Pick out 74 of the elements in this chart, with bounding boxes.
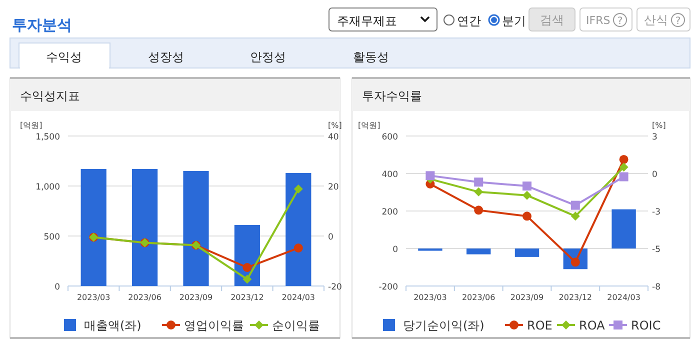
point	[474, 206, 484, 215]
chart-title: 투자수익률	[362, 89, 422, 103]
y2-tick-label: 40	[328, 132, 339, 142]
point	[619, 154, 628, 164]
x-tick-label: 2023/12	[558, 293, 592, 302]
point	[619, 162, 628, 172]
y2-tick-label: -3	[652, 208, 660, 218]
y-tick-label: -200	[378, 282, 398, 292]
y-tick-label: 400	[382, 170, 398, 180]
bar	[183, 171, 209, 286]
x-tick-label: 2023/03	[76, 293, 110, 302]
y2-axis-title: [%]	[328, 121, 342, 130]
point	[570, 200, 580, 210]
legend-label: ROE	[527, 318, 552, 332]
x-tick-label: 2024/03	[607, 293, 640, 302]
legend-label: 영업이익률	[184, 318, 244, 332]
y2-tick-label: 20	[328, 182, 339, 192]
x-tick-label: 2023/06	[128, 293, 162, 302]
point	[474, 178, 484, 187]
legend-label: ROA	[579, 318, 606, 332]
y2-tick-label: -8	[652, 282, 660, 292]
legend-label: ROIC	[631, 318, 661, 332]
y2-axis-title: [%]	[652, 121, 666, 130]
legend-label: 순이익률	[272, 318, 320, 332]
point	[474, 187, 484, 196]
y2-tick-label: 0	[328, 232, 334, 242]
text: ?	[617, 16, 623, 27]
text: 수익성	[46, 50, 82, 64]
point	[242, 263, 252, 272]
x-tick-label: 2023/12	[230, 293, 264, 302]
text: 안정성	[250, 50, 286, 64]
y-axis-title: [억원]	[20, 121, 42, 130]
point	[522, 212, 532, 221]
text: 연간	[457, 14, 481, 28]
text: 성장성	[148, 50, 184, 64]
x-tick-label: 2023/03	[414, 293, 447, 302]
x-tick-label: 2024/03	[282, 293, 316, 302]
bar	[286, 173, 312, 286]
y2-tick-label: 0	[652, 170, 658, 180]
legend-label: 매출액(좌)	[84, 318, 142, 332]
point	[294, 244, 303, 252]
point	[570, 212, 580, 221]
bar	[80, 169, 106, 286]
text: 산식	[644, 13, 668, 27]
text: ?	[675, 16, 681, 27]
point	[294, 184, 303, 194]
text: 검색	[540, 13, 564, 27]
text: 주재무제표	[337, 14, 397, 28]
y-tick-label: 1,500	[36, 132, 60, 142]
y-tick-label: 1,000	[36, 182, 60, 192]
text: 분기	[502, 14, 526, 28]
x-tick-label: 2023/06	[462, 293, 496, 302]
y-tick-label: 0	[392, 245, 398, 255]
y-tick-label: 200	[382, 208, 398, 218]
y-tick-label: 0	[54, 282, 60, 292]
text: 투자분석	[12, 16, 72, 34]
x-tick-label: 2023/09	[510, 293, 544, 302]
bar	[132, 169, 158, 286]
x-tick-label: 2023/09	[179, 293, 213, 302]
y-tick-label: 500	[44, 232, 60, 242]
legend-label: 당기순이익(좌)	[403, 318, 484, 332]
text: IFRS	[586, 14, 610, 27]
point	[242, 274, 252, 284]
y2-tick-label: -5	[652, 245, 660, 255]
point	[522, 190, 532, 200]
y2-tick-label: -20	[328, 282, 342, 292]
point	[426, 171, 435, 180]
point	[522, 182, 532, 191]
y-axis-title: [억원]	[358, 121, 380, 130]
point	[619, 172, 628, 182]
y2-tick-label: 3	[652, 132, 658, 142]
y-tick-label: 600	[382, 132, 398, 142]
text: 활동성	[353, 50, 389, 64]
chart-title: 수익성지표	[20, 89, 80, 103]
